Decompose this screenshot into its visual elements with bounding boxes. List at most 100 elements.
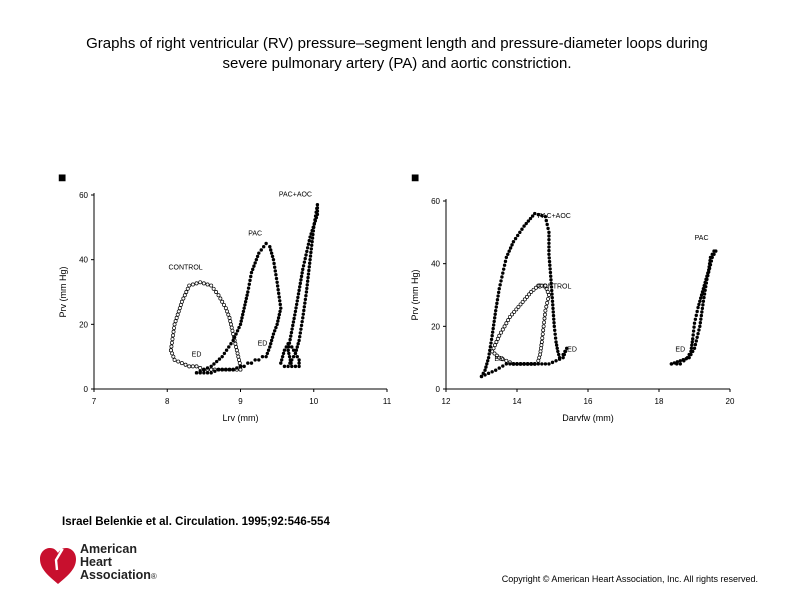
- panel-1-series-2-point: [235, 366, 239, 370]
- panel-1-series-2-point: [212, 362, 216, 366]
- panel-2-y-tick-label: 60: [431, 197, 440, 206]
- panel-2-series-1-point: [499, 330, 503, 335]
- panel-2-series-1-point: [497, 333, 502, 338]
- panel-1-series-1-point: [187, 364, 192, 369]
- panel-1-series-3-point: [288, 337, 292, 342]
- panel-1-series-3-point: [313, 214, 318, 218]
- panel-2-series-3-point: [702, 292, 707, 296]
- panel-2-series-3-point: [712, 249, 716, 253]
- panel-1-series-3-point: [298, 281, 303, 286]
- panel-2-series-2-point: [550, 288, 554, 293]
- panel-2-series-2-point: [552, 324, 556, 329]
- panel-2-series-2-point: [551, 313, 556, 318]
- panel-1-series-1-point: [171, 329, 176, 334]
- panel-1-series-3-point: [296, 292, 301, 296]
- panel-1-series-3-point: [289, 330, 294, 335]
- panel-1-series-2-point: [253, 358, 257, 362]
- panel-2-series-3-point: [689, 346, 694, 350]
- panel-1-series-3-point: [311, 232, 315, 237]
- panel-2-series-2-point: [483, 373, 487, 377]
- panel-2-series-2-point: [552, 317, 556, 321]
- panel-1-series-2-point: [220, 354, 224, 359]
- panel-2-series-3-point: [669, 362, 674, 366]
- panel-1-series-1-point: [168, 348, 173, 353]
- panel-1-series-2-point: [270, 335, 275, 339]
- panel-1-series-1-point: [169, 344, 174, 349]
- panel-1-series-2-point: [264, 354, 268, 359]
- panel-2-series-2-point: [496, 294, 500, 298]
- panel-2-series-3-point: [692, 346, 697, 350]
- panel-1-series-1-point: [171, 354, 176, 359]
- panel-1-series-3-point: [304, 290, 309, 294]
- panel-2-series-2-point: [486, 371, 491, 376]
- panel-1-panel-marker: ■: [58, 169, 66, 185]
- panel-1-series-1-point: [181, 296, 186, 301]
- panel-1-series-2-point: [268, 245, 272, 249]
- figure-panels: 7 8 9 10 11 0 20 40 60 Lrv (mm) Prv (mm Hg) ■ CONTRO…: [40, 160, 752, 437]
- panel-2-series-1-point: [533, 285, 538, 290]
- panel-2-series-1-point: [543, 312, 547, 317]
- panel-1-series-1-point: [173, 319, 178, 324]
- panel-1-series-3-point: [286, 342, 290, 346]
- panel-1-series-2-point: [265, 351, 270, 356]
- panel-2-series-1-point: [539, 346, 543, 351]
- panel-1-series-2-point: [275, 280, 279, 284]
- panel-2-series-2-point: [486, 359, 490, 363]
- panel-2-series-2-point: [555, 346, 559, 350]
- panel-1-series-2-point: [274, 276, 279, 281]
- panel-1-series-2-point: [222, 351, 227, 356]
- panel-1-series-3-point: [299, 278, 303, 282]
- panel-2-series-3-point: [694, 313, 698, 318]
- panel-1-series-1-point: [227, 315, 232, 320]
- panel-2-series-2-point: [556, 349, 560, 354]
- panel-2-series-2-point: [489, 337, 494, 342]
- panel-1-series-2-point: [279, 306, 283, 310]
- panel-1-series-3-point: [302, 308, 306, 313]
- panel-1-series-3-point: [304, 253, 308, 257]
- panel-1-series-3-point: [295, 345, 299, 349]
- panel-2-series-2-point: [547, 241, 551, 245]
- panel-2-series-2-point: [547, 248, 551, 253]
- panel-2-series-2-point: [500, 275, 504, 279]
- panel-1-series-2-point: [205, 366, 210, 370]
- panel-1-series-1-point: [222, 302, 226, 307]
- panel-1-series-1-point: [229, 325, 234, 330]
- panel-2-series-3-point: [697, 302, 701, 307]
- panel-2-series-3-point: [694, 339, 698, 343]
- panel-2-series-1-point: [494, 340, 499, 344]
- panel-1-series-1-point: [177, 306, 182, 311]
- panel-1-series-3-point: [287, 354, 292, 359]
- panel-1-series-3-point: [312, 225, 316, 230]
- panel-1-series-3-point: [299, 274, 304, 279]
- panel-2-series-1-point: [518, 302, 523, 307]
- panel-1-y-tick-label: 20: [79, 320, 88, 329]
- panel-2-series-1-point: [540, 332, 545, 337]
- panel-2-series-2-point: [547, 245, 551, 249]
- panel-1-series-2-point: [260, 354, 265, 359]
- panel-1-series-1-point: [201, 281, 206, 286]
- panel-2-series-3-point: [695, 335, 699, 339]
- panel-1-x-tick-label: 11: [383, 397, 392, 406]
- panel-2-series-2-point: [547, 252, 551, 256]
- panel-1-series-1-point: [170, 351, 175, 356]
- panel-1-y-axis-label: Prv (mm Hg): [58, 267, 68, 318]
- panel-1-series-3-point: [308, 257, 312, 262]
- panel-2-series-3-point: [706, 271, 710, 275]
- panel-1-series-2-point: [244, 296, 249, 301]
- panel-2-series-2-point: [494, 305, 498, 309]
- panel-2-series-1-point: [546, 296, 551, 301]
- panel-2-series-3-point: [699, 296, 703, 300]
- panel-1-series-3-point: [297, 364, 301, 369]
- panel-2-series-2-point: [483, 368, 487, 372]
- panel-1-series-1-point: [172, 322, 177, 327]
- panel-1-series-3-point: [305, 249, 309, 254]
- panel-1-x-axis-label: Lrv (mm): [223, 413, 259, 423]
- panel-2-series-2-point: [536, 362, 540, 366]
- panel-1-series-3-point: [291, 320, 296, 324]
- panel-2-series-2-point: [529, 362, 533, 366]
- panel-2-series-2-point: [533, 362, 537, 366]
- panel-2-series-3-point: [690, 340, 694, 344]
- panel-1-series-3-point: [297, 358, 301, 362]
- panel-1-series-3-point: [310, 243, 314, 247]
- panel-1-series-3-point: [295, 299, 299, 303]
